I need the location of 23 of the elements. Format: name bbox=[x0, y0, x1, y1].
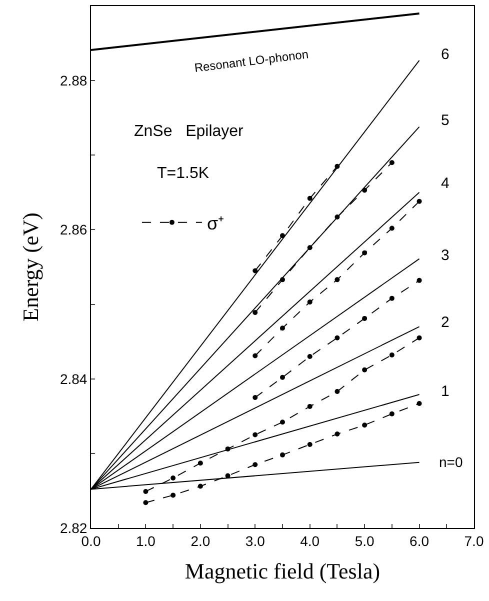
annotation: T=1.5K bbox=[157, 165, 210, 182]
annotation: 1 bbox=[441, 383, 450, 400]
x-tick-label: 6.0 bbox=[410, 532, 430, 549]
y-tick-label: 2.84 bbox=[60, 370, 88, 387]
annotation: 6 bbox=[441, 46, 450, 63]
annotation: 2 bbox=[441, 314, 450, 331]
x-axis-title: Magnetic field (Tesla) bbox=[184, 558, 380, 584]
annotation: ZnSe Epilayer bbox=[134, 123, 244, 140]
y-axis-title: Energy (eV) bbox=[18, 212, 43, 322]
annotation: 4 bbox=[441, 175, 450, 192]
x-tick-label: 7.0 bbox=[464, 532, 484, 549]
annotation: Resonant LO-phonon bbox=[194, 47, 310, 75]
x-tick-label: 1.0 bbox=[136, 532, 156, 549]
annotation: 3 bbox=[441, 247, 450, 264]
y-tick-label: 2.86 bbox=[60, 222, 88, 238]
legend-label: σ⁺ bbox=[206, 213, 224, 234]
x-tick-label: 3.0 bbox=[245, 532, 266, 549]
x-tick-label: 4.0 bbox=[300, 532, 320, 549]
y-tick-label: 2.88 bbox=[60, 72, 88, 88]
annotation: 5 bbox=[441, 112, 450, 129]
x-tick-label: 2.0 bbox=[190, 532, 210, 549]
x-tick-label: 5.0 bbox=[354, 532, 375, 549]
annotation: n=0 bbox=[439, 454, 463, 470]
